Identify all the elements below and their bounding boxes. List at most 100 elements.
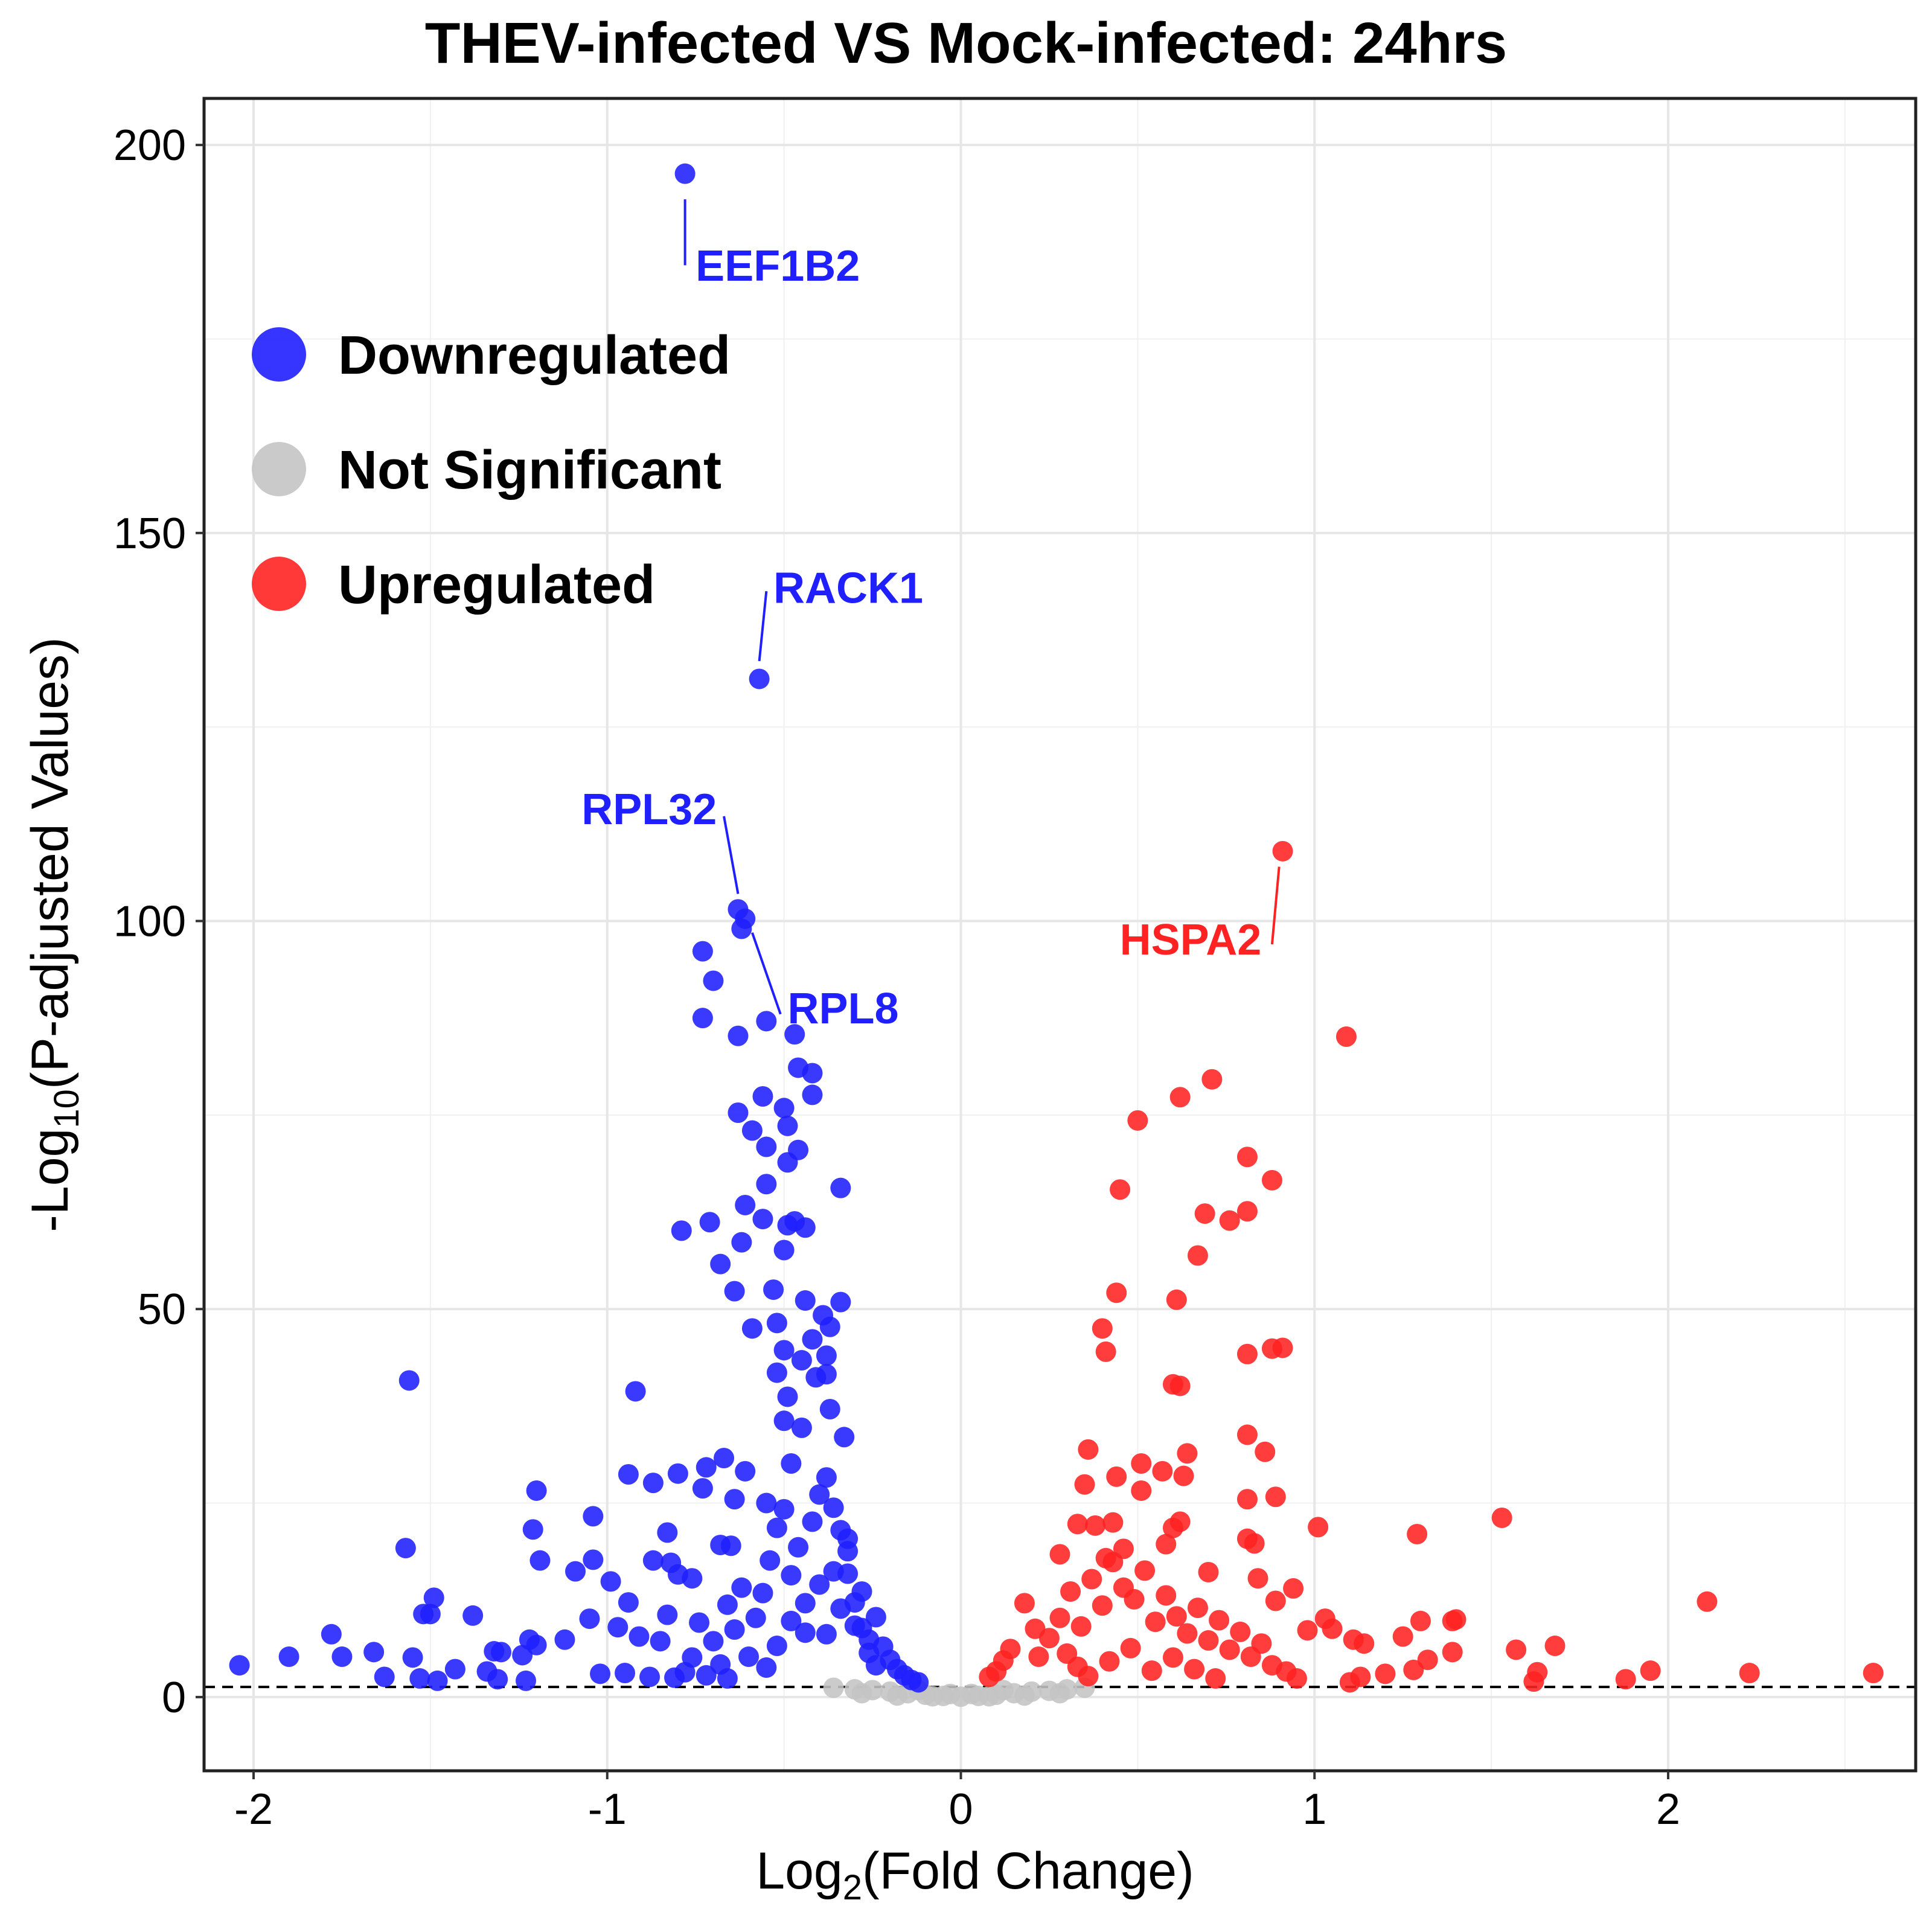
upregulated-point bbox=[1074, 1474, 1095, 1495]
downregulated-point bbox=[802, 1329, 823, 1350]
upregulated-point bbox=[1354, 1633, 1375, 1654]
downregulated-point bbox=[650, 1631, 671, 1652]
downregulated-point bbox=[809, 1484, 830, 1505]
upregulated-point bbox=[1184, 1659, 1205, 1680]
downregulated-point bbox=[752, 1209, 773, 1230]
upregulated-point bbox=[1322, 1618, 1343, 1639]
downregulated-point bbox=[526, 1480, 547, 1501]
upregulated-point bbox=[1445, 1609, 1467, 1630]
downregulated-point bbox=[816, 1345, 837, 1366]
downregulated-point bbox=[784, 1024, 805, 1045]
rpl8-label: RPL8 bbox=[787, 985, 898, 1033]
downregulated-point bbox=[781, 1565, 802, 1586]
downregulated-point bbox=[427, 1670, 448, 1691]
downregulated-point bbox=[728, 1102, 749, 1123]
upregulated-point bbox=[1544, 1636, 1566, 1657]
upregulated-point bbox=[1739, 1663, 1760, 1684]
upregulated-point bbox=[1110, 1179, 1131, 1200]
upregulated-point bbox=[1092, 1595, 1113, 1616]
downregulated-point bbox=[402, 1647, 423, 1668]
downregulated-point bbox=[682, 1647, 703, 1668]
downregulated-point bbox=[795, 1593, 816, 1614]
upregulated-point bbox=[1247, 1568, 1268, 1589]
upregulated-point bbox=[1410, 1610, 1431, 1631]
y-tick-label: 200 bbox=[114, 121, 186, 170]
downregulated-point bbox=[816, 1623, 837, 1645]
downregulated-point bbox=[331, 1646, 353, 1668]
downregulated-point bbox=[791, 1417, 812, 1438]
downregulated-point bbox=[781, 1453, 802, 1474]
x-tick-label: 2 bbox=[1656, 1785, 1680, 1834]
hspa2-label: HSPA2 bbox=[1120, 916, 1262, 964]
upregulated-point bbox=[1169, 1375, 1191, 1396]
downregulated-point bbox=[444, 1659, 465, 1680]
downregulated-point bbox=[692, 1478, 713, 1499]
downregulated-point bbox=[607, 1617, 629, 1638]
downregulated-point bbox=[756, 1492, 777, 1514]
eef1b2-label: EEF1B2 bbox=[696, 242, 860, 290]
downregulated-point bbox=[516, 1670, 537, 1691]
upregulated-point bbox=[1272, 840, 1293, 862]
downregulated-point bbox=[766, 1517, 787, 1538]
upregulated-point bbox=[1265, 1590, 1286, 1611]
upregulated-point bbox=[1169, 1087, 1191, 1108]
x-axis-title: Log2(Fold Change) bbox=[756, 1842, 1194, 1907]
downregulated-point bbox=[529, 1550, 551, 1571]
upregulated-point bbox=[1236, 1343, 1258, 1364]
downregulated-point bbox=[766, 1636, 787, 1657]
upregulated-point bbox=[1131, 1480, 1152, 1501]
not-significant-point bbox=[1014, 1685, 1035, 1706]
downregulated-point bbox=[565, 1561, 586, 1582]
upregulated-point bbox=[1442, 1642, 1463, 1663]
upregulated-point bbox=[1166, 1606, 1187, 1627]
downregulated-point bbox=[398, 1370, 420, 1391]
legend-key-downregulated bbox=[252, 327, 306, 382]
upregulated-point bbox=[1236, 1489, 1258, 1510]
upregulated-point bbox=[1092, 1318, 1113, 1339]
downregulated-point bbox=[583, 1549, 604, 1570]
upregulated-point bbox=[1177, 1623, 1198, 1644]
downregulated-point bbox=[583, 1506, 604, 1527]
downregulated-point bbox=[865, 1607, 886, 1628]
downregulated-point bbox=[423, 1587, 444, 1608]
downregulated-point bbox=[657, 1604, 678, 1625]
upregulated-point bbox=[1067, 1514, 1088, 1535]
downregulated-point bbox=[579, 1608, 600, 1630]
downregulated-point bbox=[625, 1381, 646, 1402]
not-significant-points bbox=[823, 1677, 1095, 1707]
gene-annotations: EEF1B2 RACK1 RPL32 RPL8 HSPA2 bbox=[581, 199, 1281, 1033]
downregulated-point bbox=[777, 1115, 798, 1136]
upregulated-point bbox=[1230, 1621, 1251, 1642]
downregulated-point bbox=[837, 1563, 859, 1584]
upregulated-point bbox=[1173, 1465, 1194, 1486]
downregulated-point bbox=[363, 1642, 385, 1663]
downregulated-point bbox=[809, 1574, 830, 1595]
downregulated-point bbox=[512, 1645, 533, 1666]
upregulated-point bbox=[1162, 1647, 1183, 1668]
upregulated-point bbox=[1156, 1585, 1177, 1606]
downregulated-point bbox=[763, 1279, 784, 1300]
upregulated-point bbox=[979, 1666, 1000, 1687]
downregulated-point bbox=[908, 1672, 929, 1693]
downregulated-point bbox=[823, 1497, 844, 1518]
y-axis-title: -Log10(P-adjusted Values) bbox=[21, 637, 86, 1232]
downregulated-point bbox=[642, 1550, 664, 1571]
downregulated-point bbox=[844, 1592, 865, 1613]
downregulated-point bbox=[795, 1290, 816, 1311]
downregulated-point bbox=[526, 1634, 547, 1655]
downregulated-point bbox=[819, 1316, 840, 1337]
upregulated-point bbox=[1169, 1511, 1191, 1532]
upregulated-point bbox=[1134, 1560, 1156, 1581]
downregulated-point bbox=[321, 1623, 342, 1645]
upregulated-point bbox=[1244, 1533, 1265, 1554]
downregulated-point bbox=[720, 1535, 741, 1556]
downregulated-point bbox=[802, 1511, 823, 1532]
downregulated-point bbox=[420, 1604, 441, 1625]
downregulated-point bbox=[766, 1313, 787, 1334]
upregulated-point bbox=[1156, 1534, 1177, 1555]
upregulated-point bbox=[1272, 1337, 1293, 1358]
downregulated-point bbox=[724, 1281, 745, 1302]
downregulated-point bbox=[830, 1520, 851, 1541]
downregulated-point bbox=[830, 1291, 851, 1313]
downregulated-point bbox=[816, 1364, 837, 1385]
